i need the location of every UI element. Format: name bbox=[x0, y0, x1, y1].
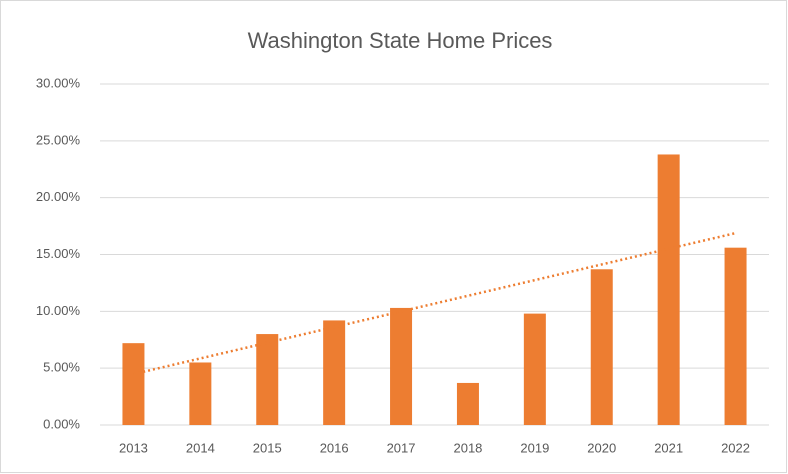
y-tick-label: 30.00% bbox=[36, 75, 81, 90]
y-tick-label: 10.00% bbox=[36, 303, 81, 318]
y-tick-label: 25.00% bbox=[36, 132, 81, 147]
x-tick-label: 2015 bbox=[253, 440, 282, 455]
bar bbox=[390, 307, 413, 425]
y-tick-label: 20.00% bbox=[36, 189, 81, 204]
bar bbox=[256, 334, 279, 425]
bar bbox=[657, 154, 680, 425]
bar bbox=[523, 313, 546, 425]
bar bbox=[456, 382, 479, 425]
x-tick-label: 2017 bbox=[387, 440, 416, 455]
bar bbox=[590, 269, 613, 425]
bar bbox=[122, 343, 145, 425]
y-tick-label: 0.00% bbox=[43, 416, 80, 431]
bar bbox=[323, 320, 346, 425]
y-tick-label: 15.00% bbox=[36, 246, 81, 261]
x-tick-label: 2016 bbox=[320, 440, 349, 455]
trendline bbox=[133, 231, 736, 376]
y-tick-label: 5.00% bbox=[43, 360, 80, 375]
bar bbox=[189, 362, 212, 425]
x-tick-label: 2013 bbox=[119, 440, 148, 455]
x-tick-label: 2019 bbox=[520, 440, 549, 455]
chart-title: Washington State Home Prices bbox=[248, 28, 553, 53]
x-tick-label: 2021 bbox=[654, 440, 683, 455]
bar bbox=[724, 247, 747, 425]
x-tick-label: 2014 bbox=[186, 440, 215, 455]
x-tick-label: 2018 bbox=[453, 440, 482, 455]
x-tick-label: 2020 bbox=[587, 440, 616, 455]
x-tick-label: 2022 bbox=[721, 440, 750, 455]
